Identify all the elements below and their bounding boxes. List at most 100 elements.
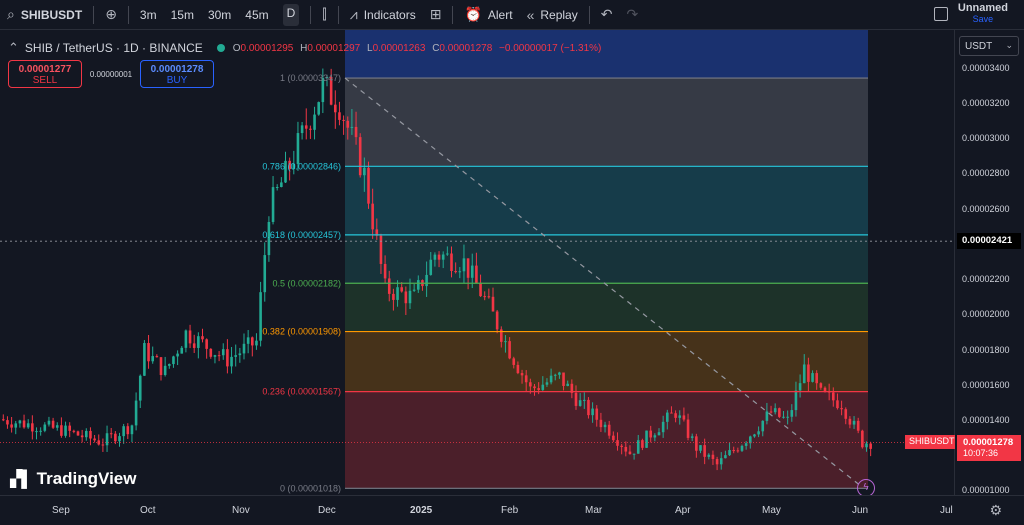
candle-body <box>441 254 445 260</box>
candle-body <box>578 400 582 406</box>
rewind-icon: « <box>526 6 535 23</box>
candle-body <box>603 424 607 428</box>
collapse-legend-icon[interactable]: ⌃ <box>8 40 19 55</box>
last-price-value: 0.00001278 <box>963 436 1014 448</box>
candle-body <box>836 400 839 409</box>
candle-body <box>844 409 848 419</box>
candle-body <box>300 125 304 134</box>
indicators-button[interactable]: ⩘ Indicators <box>343 0 423 30</box>
candle-body <box>313 114 316 130</box>
candle-body <box>221 349 225 356</box>
candle-body <box>147 343 150 362</box>
templates-button[interactable]: ⊞ <box>423 0 449 30</box>
close-value: 0.00001278 <box>439 42 493 54</box>
candle-body <box>60 425 63 436</box>
candle-body <box>649 430 652 438</box>
candle-body <box>334 104 337 113</box>
candle-body <box>765 411 769 421</box>
price-chart[interactable]: 1 (0.00003347) 0.786 (0.00002846) 0.618 (0… <box>0 30 954 495</box>
candle-body <box>628 451 632 455</box>
toolbar-divider <box>127 5 129 24</box>
candle-body <box>446 253 449 255</box>
interval-45m[interactable]: 45m <box>245 7 269 22</box>
grid-icon: ⊞ <box>429 6 442 22</box>
candle-body <box>541 384 545 390</box>
interval-15m[interactable]: 15m <box>170 7 194 22</box>
indicators-label: Indicators <box>363 7 416 22</box>
redo-button[interactable]: ↷ <box>619 0 645 30</box>
candle-body <box>495 311 499 330</box>
currency-label: USDT <box>965 41 993 52</box>
candle-body <box>168 364 171 366</box>
price-axis[interactable]: USDT ⌄ 0.00003400 0.00003200 0.00003000 0.0… <box>905 30 1024 495</box>
candle-body <box>711 454 715 460</box>
layout-select-icon[interactable] <box>934 7 948 21</box>
time-label: Dec <box>318 505 336 516</box>
candle-body <box>217 355 221 357</box>
close-label: C <box>432 42 440 54</box>
candle-body <box>620 445 623 447</box>
time-label: Apr <box>675 505 691 516</box>
interval-d[interactable]: D <box>276 0 307 30</box>
candle-body <box>520 373 524 376</box>
candle-body <box>93 438 96 441</box>
candle-body <box>670 412 673 414</box>
candle-body <box>396 287 399 300</box>
time-label: Oct <box>140 505 156 516</box>
candle-body <box>869 443 872 449</box>
buy-button[interactable]: 0.00001278 BUY <box>140 60 214 88</box>
symbol-search[interactable]: ⌕ SHIBUSDT <box>0 0 89 30</box>
tradingview-watermark[interactable]: ▞▌ TradingView <box>10 469 136 489</box>
candle-body <box>209 348 213 357</box>
alert-button[interactable]: ⏰ Alert <box>457 0 519 30</box>
fib-zone <box>345 78 868 167</box>
candle-body <box>657 432 661 436</box>
candle-body <box>85 430 88 438</box>
layout-name[interactable]: Unnamed Save <box>958 2 1008 24</box>
high-value: 0.00001297 <box>307 42 361 54</box>
fib-level-label: 0.236 (0.00001567) <box>262 387 341 397</box>
time-axis[interactable]: Sep Oct Nov Dec 2025 Feb Mar Apr May Jun Jul ⚙ <box>0 495 1024 525</box>
candle-body <box>263 255 267 293</box>
interval-30m[interactable]: 30m <box>207 7 232 22</box>
sell-button[interactable]: 0.00001277 SELL <box>8 60 82 88</box>
candle-body <box>35 431 38 433</box>
time-label: Sep <box>52 505 70 516</box>
candle-body <box>470 265 474 278</box>
high-label: H <box>300 42 308 54</box>
fib-zone-top <box>345 30 868 79</box>
candle-body <box>574 392 578 406</box>
candle-body <box>64 425 67 436</box>
candle-body <box>794 390 798 411</box>
candle-body <box>570 383 574 393</box>
replay-button[interactable]: « Replay <box>520 0 585 30</box>
candle-body <box>159 357 163 376</box>
chart-pane[interactable]: 1 (0.00003347) 0.786 (0.00002846) 0.618 (0… <box>0 30 954 495</box>
candle-body <box>47 420 51 425</box>
gear-icon[interactable]: ⚙ <box>989 502 1002 518</box>
candle-body <box>226 349 229 367</box>
compare-symbol-button[interactable]: ⊕ <box>98 0 124 30</box>
time-label: Feb <box>501 505 519 516</box>
toolbar-divider <box>337 5 339 24</box>
undo-button[interactable]: ↶ <box>594 0 620 30</box>
candle-body <box>699 445 702 451</box>
undo-icon: ↶ <box>600 6 613 22</box>
legend-ohlc: O0.00001295 H0.00001297 L0.00001263 C0.0… <box>233 43 606 54</box>
candle-body <box>595 408 599 420</box>
toolbar-divider <box>93 5 95 24</box>
candle-body <box>39 430 42 432</box>
candle-body <box>736 450 740 452</box>
candle-body <box>512 358 516 365</box>
interval-3m[interactable]: 3m <box>139 7 157 22</box>
candle-body <box>387 278 391 294</box>
candle-body <box>769 411 773 413</box>
market-status-dot <box>216 44 225 52</box>
candle-body <box>645 430 648 448</box>
fib-level-label: 0 (0.00001018) <box>280 483 341 493</box>
candle-body <box>80 435 84 438</box>
currency-select[interactable]: USDT ⌄ <box>959 36 1019 56</box>
price-tick-label: 0.00002600 <box>962 203 1010 214</box>
candle-body <box>176 353 179 357</box>
chart-type-button[interactable]: ⫿ <box>315 0 333 30</box>
